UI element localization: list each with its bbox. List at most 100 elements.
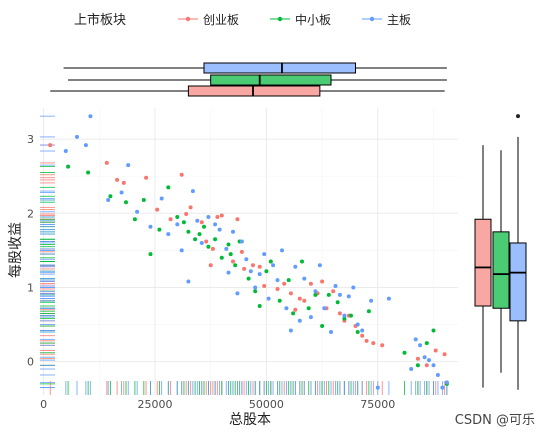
- top-marginal-boxplots: [50, 62, 447, 97]
- data-point: [288, 291, 293, 296]
- data-point: [415, 363, 420, 368]
- data-point: [179, 248, 184, 253]
- data-point: [284, 306, 289, 311]
- data-point: [364, 338, 369, 343]
- data-point: [302, 276, 307, 281]
- data-point: [369, 298, 374, 303]
- data-point: [219, 255, 224, 260]
- data-point: [271, 263, 276, 268]
- y-tick-label: 0: [27, 356, 34, 369]
- data-point: [106, 198, 111, 202]
- data-point: [175, 222, 180, 227]
- data-point: [442, 352, 447, 357]
- data-point: [424, 341, 429, 346]
- data-point: [231, 259, 235, 264]
- right-marginal-boxplots: [474, 114, 527, 390]
- data-point: [48, 143, 53, 148]
- data-point: [257, 264, 262, 269]
- box-2: [509, 242, 527, 322]
- data-point: [351, 285, 356, 290]
- data-point: [355, 330, 360, 334]
- data-point: [293, 264, 298, 269]
- data-point: [141, 198, 146, 202]
- data-point: [275, 287, 280, 291]
- data-point: [317, 263, 322, 268]
- data-point: [155, 207, 160, 212]
- data-point: [135, 209, 140, 214]
- data-point: [228, 252, 233, 257]
- legend-key-dot: [369, 16, 375, 22]
- data-point: [257, 272, 262, 277]
- data-point: [83, 143, 88, 148]
- data-point: [126, 163, 131, 168]
- data-point: [166, 185, 171, 190]
- data-point: [333, 284, 338, 288]
- data-point: [360, 328, 365, 333]
- data-point: [418, 343, 423, 348]
- data-point: [213, 222, 218, 227]
- data-point: [440, 385, 445, 390]
- data-point: [148, 252, 153, 257]
- data-point: [335, 300, 340, 305]
- data-point: [337, 311, 342, 316]
- data-point: [286, 278, 291, 283]
- x-tick-label: 25000: [137, 398, 172, 411]
- data-point: [431, 363, 436, 368]
- x-axis-title: 总股本: [229, 412, 271, 428]
- data-point: [320, 279, 325, 284]
- data-point: [219, 213, 224, 218]
- data-point: [239, 249, 244, 254]
- data-point: [199, 220, 204, 225]
- data-point: [262, 252, 267, 257]
- data-point: [409, 367, 414, 371]
- data-point: [386, 296, 391, 301]
- watermark: CSDN @可乐: [455, 413, 535, 428]
- y-tick-label: 2: [27, 207, 34, 220]
- data-point: [199, 241, 204, 245]
- main-panel: 0 25000 50000 75000 0 1 2 3: [27, 108, 458, 411]
- data-point: [313, 289, 318, 294]
- data-point: [242, 266, 247, 271]
- data-point: [195, 218, 200, 223]
- data-point: [226, 242, 231, 247]
- data-point: [293, 307, 298, 312]
- data-point: [210, 246, 215, 251]
- data-point: [253, 285, 258, 290]
- data-point: [197, 232, 202, 237]
- data-point: [66, 164, 71, 169]
- data-point: [331, 289, 336, 294]
- data-point: [375, 385, 380, 390]
- data-point: [266, 296, 271, 301]
- legend-key-dot: [277, 16, 283, 22]
- box-0: [474, 218, 492, 307]
- data-point: [226, 270, 231, 275]
- legend-key-dot: [185, 16, 191, 22]
- data-point: [193, 237, 198, 242]
- legend-label: 主板: [387, 13, 411, 27]
- data-point: [157, 227, 162, 232]
- box-1: [492, 231, 510, 309]
- data-point: [346, 294, 351, 299]
- data-point: [231, 229, 235, 234]
- data-point: [444, 380, 449, 385]
- data-point: [322, 306, 327, 311]
- data-point: [413, 337, 418, 342]
- data-point: [306, 306, 311, 311]
- data-point: [415, 356, 420, 361]
- data-point: [431, 328, 436, 333]
- legend-label: 创业板: [203, 13, 239, 27]
- data-point: [275, 278, 280, 283]
- data-point: [248, 269, 253, 274]
- data-point: [380, 343, 385, 348]
- scatter-points: [48, 114, 449, 390]
- data-point: [63, 149, 68, 153]
- data-point: [402, 350, 407, 355]
- data-point: [168, 217, 173, 222]
- data-point: [277, 298, 282, 303]
- data-point: [360, 333, 365, 338]
- data-point: [246, 276, 251, 281]
- data-point: [204, 239, 209, 244]
- x-tick-label: 50000: [249, 398, 284, 411]
- outlier-point: [516, 114, 520, 119]
- data-point: [215, 215, 220, 219]
